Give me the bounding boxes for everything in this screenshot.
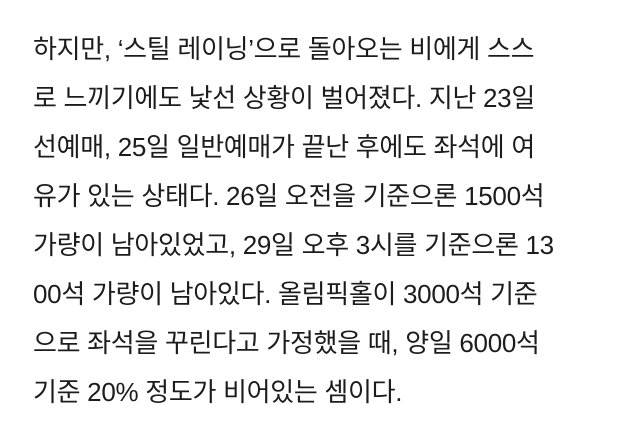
paragraph-line: 기준 20% 정도가 비어있는 셈이다. <box>33 377 403 407</box>
paragraph-line: 가량이 남아있었고, 29일 오후 3시를 기준으론 13 <box>33 230 554 260</box>
paragraph-line: 유가 있는 상태다. 26일 오전을 기준으론 1500석 <box>33 181 545 211</box>
paragraph-line: 으로 좌석을 꾸린다고 가정했을 때, 양일 6000석 <box>33 328 540 358</box>
paragraph-line: 로 느끼기에도 낯선 상황이 벌어졌다. 지난 23일 <box>33 83 535 113</box>
article-paragraph: 하지만, ‘스틸 레이닝’으로 돌아오는 비에게 스스 로 느끼기에도 낯선 상… <box>33 25 554 417</box>
paragraph-line: 00석 가량이 남아있다. 올림픽홀이 3000석 기준 <box>33 279 538 309</box>
paragraph-line: 선예매, 25일 일반예매가 끝난 후에도 좌석에 여 <box>33 132 535 162</box>
paragraph-line: 하지만, ‘스틸 레이닝’으로 돌아오는 비에게 스스 <box>33 34 535 64</box>
